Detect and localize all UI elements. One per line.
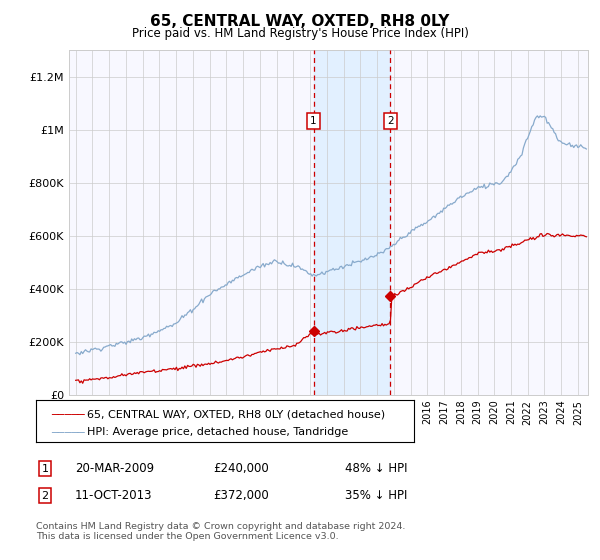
Text: 2: 2 — [387, 116, 394, 126]
Text: £240,000: £240,000 — [213, 462, 269, 475]
Text: 2: 2 — [41, 491, 49, 501]
Bar — [314, 50, 390, 395]
Text: 1: 1 — [41, 464, 49, 474]
Text: 11-OCT-2013: 11-OCT-2013 — [75, 489, 152, 502]
Text: 1: 1 — [310, 116, 317, 126]
Text: 65, CENTRAL WAY, OXTED, RH8 0LY: 65, CENTRAL WAY, OXTED, RH8 0LY — [151, 14, 449, 29]
Text: 48% ↓ HPI: 48% ↓ HPI — [345, 462, 407, 475]
Text: 20-MAR-2009: 20-MAR-2009 — [75, 462, 154, 475]
Text: ─────: ───── — [51, 409, 85, 419]
Text: 35% ↓ HPI: 35% ↓ HPI — [345, 489, 407, 502]
Text: £372,000: £372,000 — [213, 489, 269, 502]
Text: Price paid vs. HM Land Registry's House Price Index (HPI): Price paid vs. HM Land Registry's House … — [131, 27, 469, 40]
Text: 65, CENTRAL WAY, OXTED, RH8 0LY (detached house): 65, CENTRAL WAY, OXTED, RH8 0LY (detache… — [87, 409, 385, 419]
Text: HPI: Average price, detached house, Tandridge: HPI: Average price, detached house, Tand… — [87, 427, 348, 437]
Text: ─────: ───── — [51, 427, 85, 437]
Text: Contains HM Land Registry data © Crown copyright and database right 2024.
This d: Contains HM Land Registry data © Crown c… — [36, 522, 406, 542]
